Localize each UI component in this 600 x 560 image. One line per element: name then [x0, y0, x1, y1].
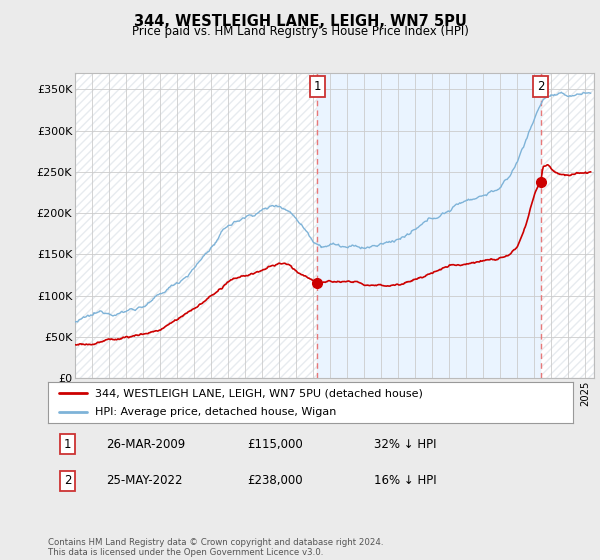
Text: 2: 2 [64, 474, 71, 487]
Bar [541, 73, 594, 378]
Text: 344, WESTLEIGH LANE, LEIGH, WN7 5PU (detached house): 344, WESTLEIGH LANE, LEIGH, WN7 5PU (det… [95, 389, 423, 398]
Text: Contains HM Land Registry data © Crown copyright and database right 2024.
This d: Contains HM Land Registry data © Crown c… [48, 538, 383, 557]
Bar [317, 73, 541, 378]
Text: 344, WESTLEIGH LANE, LEIGH, WN7 5PU: 344, WESTLEIGH LANE, LEIGH, WN7 5PU [134, 14, 466, 29]
Text: 25-MAY-2022: 25-MAY-2022 [106, 474, 182, 487]
Text: 1: 1 [64, 438, 71, 451]
Text: 1: 1 [313, 80, 321, 93]
Text: £238,000: £238,000 [248, 474, 303, 487]
Bar [75, 73, 317, 378]
Bar [541, 73, 594, 378]
Text: 26-MAR-2009: 26-MAR-2009 [106, 438, 185, 451]
Text: HPI: Average price, detached house, Wigan: HPI: Average price, detached house, Wiga… [95, 407, 337, 417]
Text: £115,000: £115,000 [248, 438, 303, 451]
Text: 16% ↓ HPI: 16% ↓ HPI [373, 474, 436, 487]
Text: 2: 2 [537, 80, 545, 93]
Text: 32% ↓ HPI: 32% ↓ HPI [373, 438, 436, 451]
Text: Price paid vs. HM Land Registry's House Price Index (HPI): Price paid vs. HM Land Registry's House … [131, 25, 469, 38]
Bar [75, 73, 317, 378]
